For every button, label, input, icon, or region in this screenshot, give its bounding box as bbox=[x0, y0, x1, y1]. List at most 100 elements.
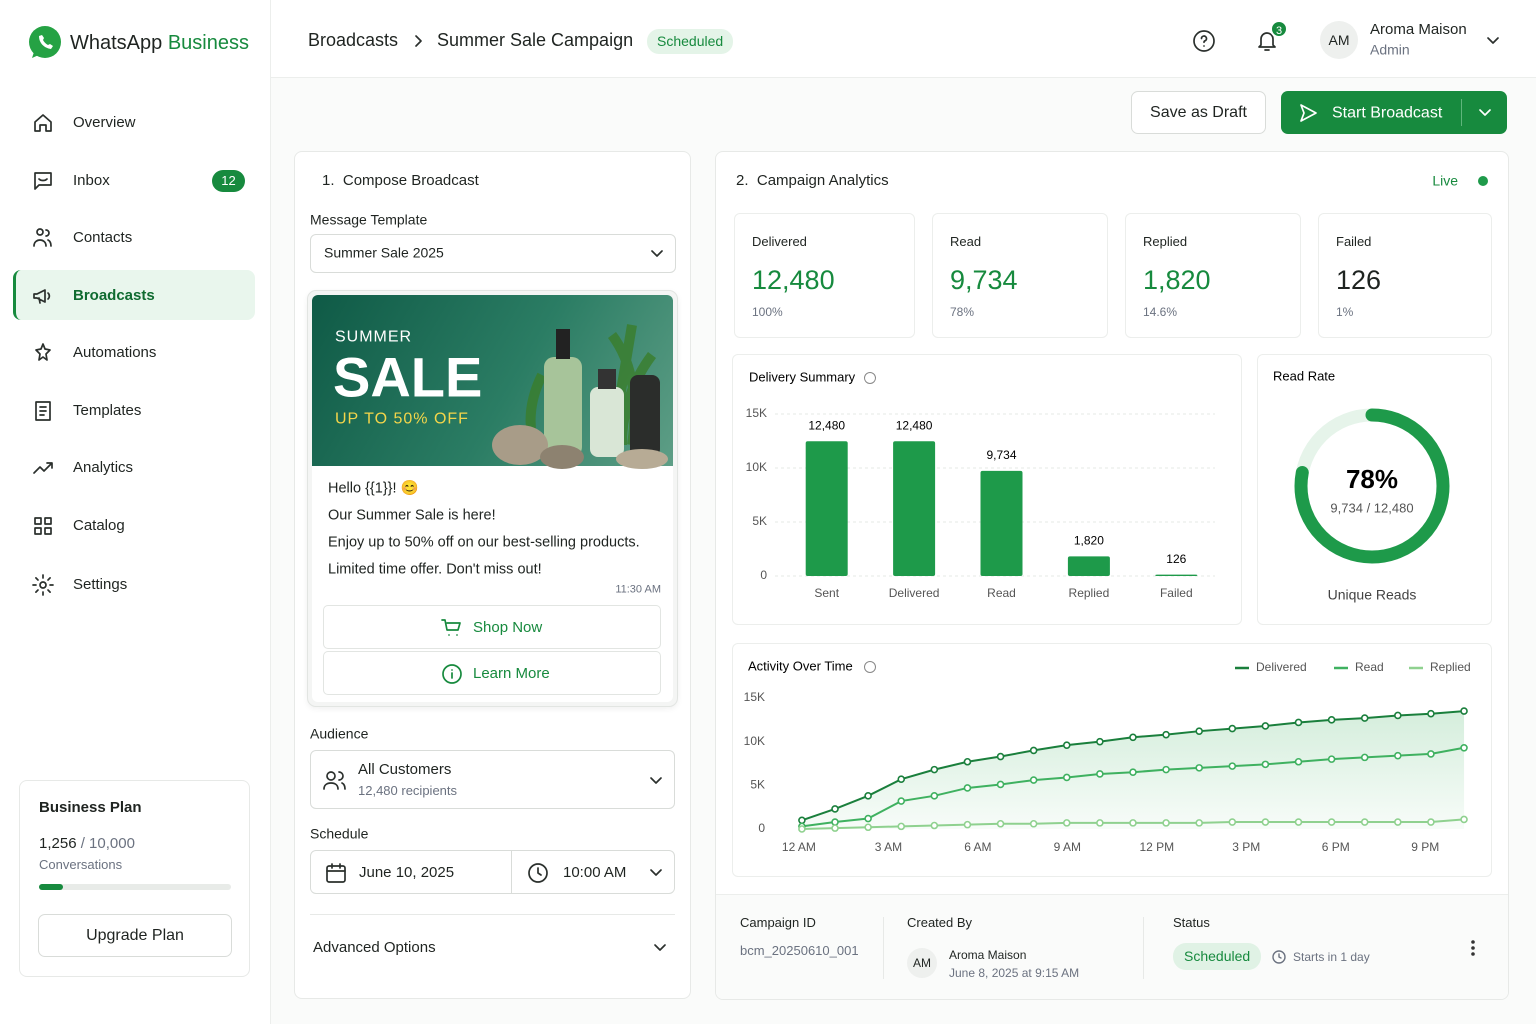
info-icon bbox=[442, 664, 462, 684]
user-menu-chevron[interactable] bbox=[1486, 36, 1500, 46]
nav-icon bbox=[33, 228, 52, 247]
nav-icon bbox=[35, 343, 51, 361]
user-role: Admin bbox=[1370, 41, 1410, 58]
stat-sub: 1% bbox=[1336, 304, 1354, 319]
nav-icon bbox=[34, 517, 52, 535]
button-label: Shop Now bbox=[473, 619, 543, 636]
nav-item[interactable]: Catalog bbox=[73, 517, 125, 534]
plan-track bbox=[39, 884, 231, 890]
title: Campaign Analytics bbox=[756, 172, 889, 189]
banner-kicker: SUMMER bbox=[335, 328, 413, 346]
divider bbox=[511, 851, 512, 893]
advanced-toggle[interactable]: Advanced Options bbox=[313, 939, 436, 956]
field-label: Message Template bbox=[310, 211, 428, 228]
campaign-id: bcm_20250610_001 bbox=[740, 943, 859, 959]
creator-avatar: AM bbox=[907, 948, 937, 978]
breadcrumb-current: Summer Sale Campaign bbox=[437, 30, 634, 51]
audience-select[interactable]: All Customers 12,480 recipients bbox=[310, 750, 675, 809]
creator-name: Aroma Maison bbox=[949, 947, 1027, 962]
message-line: Our Summer Sale is here! bbox=[328, 507, 496, 524]
stat-label: Failed bbox=[1336, 234, 1372, 250]
audience-value: All Customers bbox=[358, 761, 452, 778]
live-dot bbox=[1478, 176, 1488, 186]
cart-icon bbox=[441, 619, 461, 636]
shop-button[interactable]: Shop Now bbox=[323, 605, 661, 649]
nav-item[interactable]: Inbox bbox=[73, 172, 110, 189]
stat-label: Replied bbox=[1143, 234, 1188, 250]
save-draft-button[interactable]: Save as Draft bbox=[1131, 91, 1266, 134]
stat-value: 9,734 bbox=[950, 264, 1018, 295]
chevron[interactable] bbox=[653, 943, 667, 953]
analytics-heading: 2. Campaign Analytics bbox=[736, 172, 889, 190]
chevron bbox=[650, 869, 662, 876]
plan-usage: 1,256 / 10,000 bbox=[39, 835, 135, 853]
start-broadcast-button[interactable]: Start Broadcast bbox=[1281, 91, 1507, 134]
brand-name: WhatsApp bbox=[70, 32, 163, 54]
message-line: Enjoy up to 50% off on our best-selling … bbox=[328, 534, 640, 551]
clock-icon bbox=[1272, 950, 1286, 964]
sidebar: WhatsApp Business Overview Inbox 12 Contact… bbox=[0, 0, 271, 1024]
brand-logo bbox=[29, 26, 61, 58]
audience-count: 12,480 recipients bbox=[358, 783, 458, 799]
help-icon[interactable] bbox=[1192, 29, 1216, 53]
nav-item[interactable]: Contacts bbox=[73, 229, 133, 246]
time-value: 10:00 AM bbox=[563, 864, 627, 881]
nav-icon bbox=[33, 462, 53, 474]
nav-item[interactable]: Broadcasts bbox=[73, 287, 155, 304]
divider bbox=[310, 914, 675, 915]
header: Broadcasts Summer Sale Campaign Schedule… bbox=[271, 0, 1536, 78]
plan-used: 1,256 bbox=[39, 835, 77, 852]
calendar-icon bbox=[326, 863, 346, 883]
plan-progress bbox=[39, 884, 64, 890]
field-label: Audience bbox=[310, 725, 369, 742]
status-badge: Scheduled bbox=[647, 29, 734, 54]
campaign-footer: Campaign ID bcm_20250610_001 Created By … bbox=[716, 894, 1508, 999]
nav-item[interactable]: Settings bbox=[73, 576, 128, 593]
delivery-card bbox=[732, 354, 1242, 625]
send-icon bbox=[1300, 104, 1317, 122]
more-menu[interactable] bbox=[1470, 939, 1476, 957]
date-value: June 10, 2025 bbox=[359, 864, 455, 881]
brand: WhatsApp Business bbox=[70, 31, 249, 55]
template-select[interactable]: Summer Sale 2025 bbox=[310, 234, 676, 273]
message-time: 11:30 AM bbox=[615, 583, 661, 596]
analytics-card: 2. Campaign Analytics Live Delivered 12,4… bbox=[715, 151, 1509, 1000]
step: 2. bbox=[736, 172, 749, 189]
nav-badge: 12 bbox=[212, 170, 245, 192]
stat-label: Read bbox=[950, 234, 982, 250]
notification-badge: 3 bbox=[1270, 20, 1288, 38]
stat-sub: 14.6% bbox=[1143, 304, 1178, 319]
bell-icon[interactable] bbox=[1255, 28, 1279, 54]
start-label: Start Broadcast bbox=[1332, 104, 1443, 122]
stat-card: Delivered 12,480 100% bbox=[734, 213, 915, 338]
nav-item[interactable]: Overview bbox=[73, 114, 136, 131]
split-divider bbox=[1461, 99, 1462, 126]
step: 1. bbox=[322, 172, 335, 189]
activity-card bbox=[732, 643, 1492, 877]
chevron bbox=[651, 250, 663, 257]
nav-icon bbox=[35, 401, 51, 421]
plan-card: Business Plan 1,256 / 10,000 Conversatio… bbox=[19, 780, 250, 977]
template-value: Summer Sale 2025 bbox=[324, 244, 444, 261]
user-name: Aroma Maison bbox=[1370, 21, 1467, 38]
clock-icon bbox=[528, 863, 548, 883]
stat-sub: 78% bbox=[950, 304, 975, 319]
divider bbox=[1143, 917, 1144, 979]
message-preview: SUMMER SALE UP TO 50% OFF Hello {{1}}! 😊… bbox=[307, 290, 678, 707]
bubble: SUMMER SALE UP TO 50% OFF Hello {{1}}! 😊… bbox=[312, 295, 673, 702]
stat-value: 1,820 bbox=[1143, 264, 1211, 295]
plan-unit: Conversations bbox=[39, 857, 123, 873]
nav-item[interactable]: Analytics bbox=[73, 459, 134, 476]
schedule-input[interactable]: June 10, 2025 10:00 AM bbox=[310, 850, 675, 894]
start-chevron[interactable] bbox=[1478, 108, 1492, 118]
avatar[interactable]: AM bbox=[1320, 21, 1358, 59]
breadcrumb-sep bbox=[415, 35, 422, 47]
banner-art bbox=[492, 324, 668, 469]
breadcrumb-link[interactable]: Broadcasts bbox=[308, 30, 399, 51]
learn-button[interactable]: Learn More bbox=[323, 651, 661, 695]
nav-icon bbox=[34, 172, 52, 190]
nav-item[interactable]: Automations bbox=[73, 344, 157, 361]
footer-label: Campaign ID bbox=[740, 915, 816, 931]
nav-item[interactable]: Templates bbox=[73, 402, 142, 419]
upgrade-button[interactable]: Upgrade Plan bbox=[38, 914, 232, 957]
